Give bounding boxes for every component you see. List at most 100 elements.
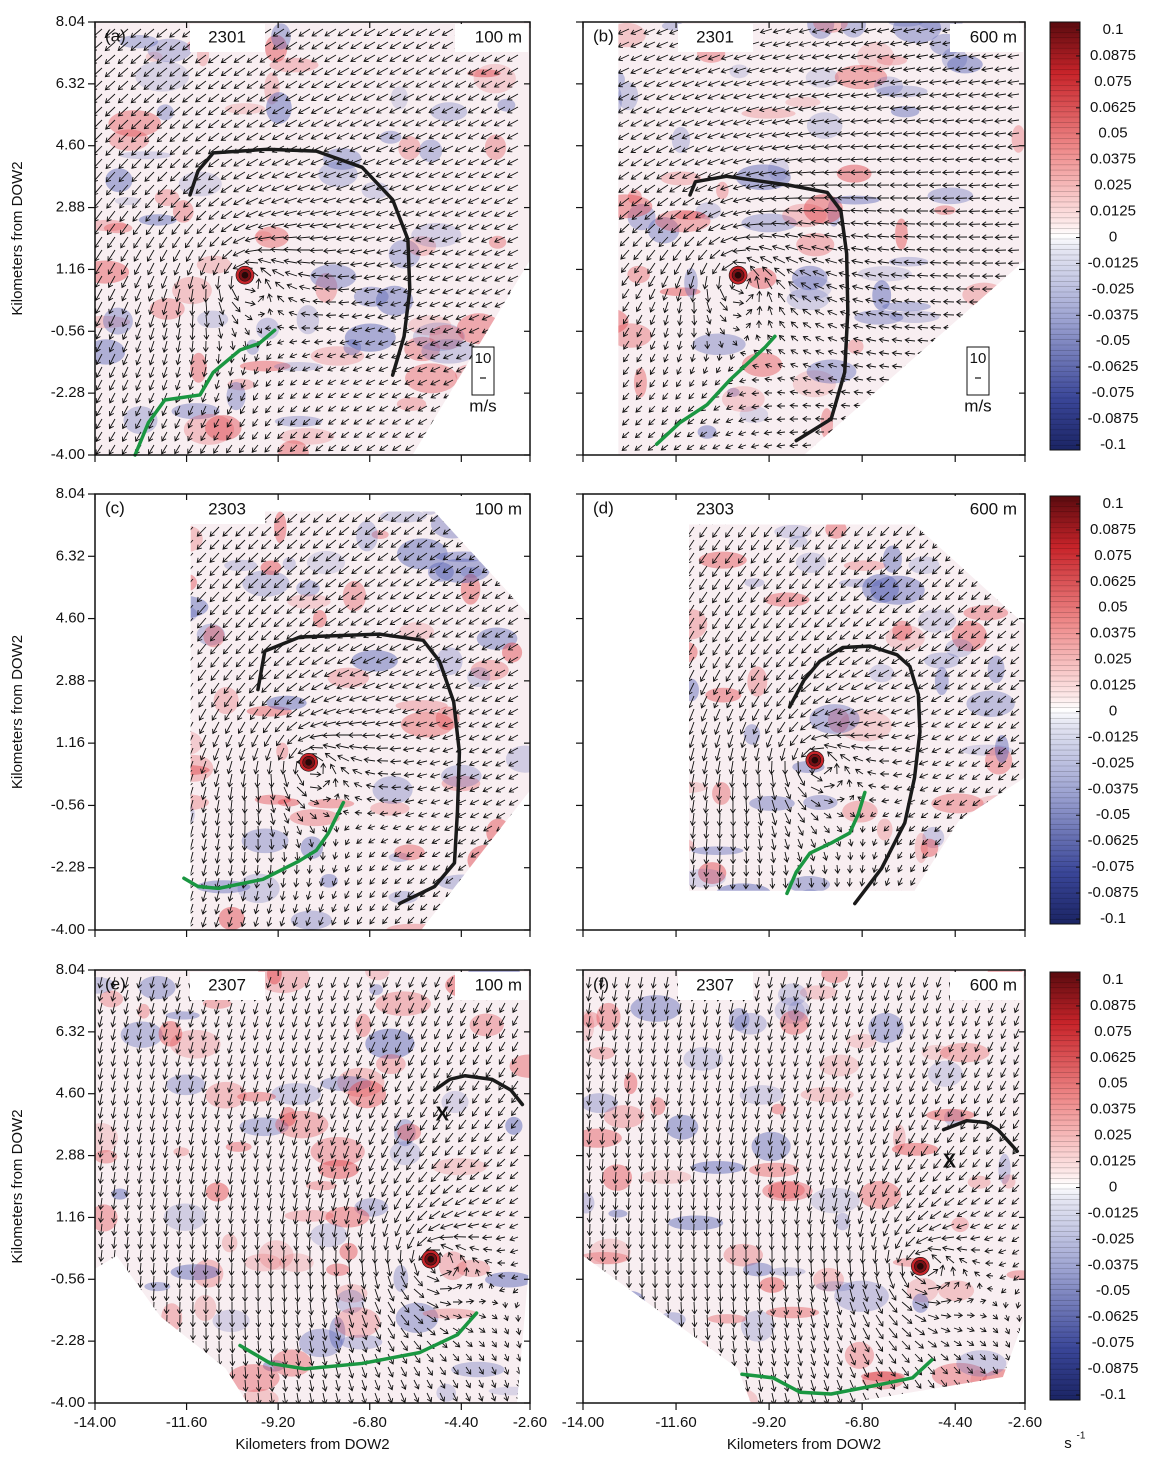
colorbar-label: -0.075: [1092, 858, 1135, 875]
vortex: [305, 759, 312, 766]
vorticity-patch: [351, 649, 398, 672]
vorticity-patch: [591, 534, 642, 560]
vorticity-patch: [927, 1060, 963, 1087]
colorbar-label: -0.075: [1092, 384, 1135, 401]
vorticity-patch: [168, 1374, 197, 1400]
vorticity-patch: [689, 836, 695, 856]
vorticity-patch: [271, 23, 291, 50]
vorticity-patch: [938, 1280, 975, 1302]
colorbar-label: -0.1: [1100, 436, 1126, 453]
vorticity-patch: [767, 157, 790, 182]
vorticity-patch: [484, 134, 507, 160]
vorticity-patch: [213, 687, 239, 715]
colorbar-label: 0: [1109, 1178, 1117, 1195]
colorbar-label: -0.0875: [1088, 410, 1139, 427]
vorticity-patch: [655, 209, 711, 233]
vorticity-patch: [131, 697, 181, 722]
vorticity-patch: [421, 339, 477, 364]
vorticity-patch: [882, 301, 931, 312]
vorticity-patch: [365, 1028, 415, 1059]
vorticity-patch: [393, 1264, 409, 1293]
vorticity-patch: [394, 844, 425, 861]
colorbar: [1049, 495, 1081, 925]
vorticity-patch: [698, 862, 727, 884]
vorticity-patch: [647, 217, 680, 244]
vorticity-patch: [263, 496, 309, 506]
vorticity-patch: [608, 1209, 628, 1218]
height-label: 100 m: [475, 975, 522, 994]
vorticity-patch: [836, 164, 872, 183]
scale-box: [966, 346, 990, 396]
vorticity-patch: [239, 360, 291, 372]
vorticity-patch: [190, 573, 197, 592]
colorbar-label: 0.0125: [1090, 203, 1136, 220]
vorticity-patch: [273, 362, 323, 372]
y-tick-label: -2.28: [51, 859, 85, 876]
height-label: 600 m: [970, 975, 1017, 994]
vorticity-patch: [397, 1123, 422, 1142]
vorticity-patch: [451, 1361, 505, 1378]
vorticity-patch: [895, 218, 908, 250]
colorbar-label: -0.0125: [1088, 254, 1139, 271]
vorticity-patch: [598, 534, 624, 549]
height-label: 600 m: [970, 27, 1017, 46]
colorbar-label: 0.0125: [1090, 677, 1136, 694]
vorticity-patch: [275, 1110, 329, 1139]
vorticity-patch: [310, 264, 357, 290]
vorticity-patch: [307, 798, 355, 809]
x-tick-label: -9.20: [752, 1414, 786, 1431]
vorticity-patch: [356, 520, 378, 552]
field: [583, 970, 1025, 1403]
vorticity-patch: [315, 273, 338, 303]
time-label: 2303: [208, 499, 246, 518]
label-box: [455, 496, 528, 524]
vorticity-patch: [830, 195, 880, 205]
x-tick-label: -4.40: [938, 1414, 972, 1431]
colorbar-label: 0: [1109, 702, 1117, 719]
plot-frame: [94, 969, 531, 1404]
x-axis-label: Kilometers from DOW2: [727, 1436, 881, 1453]
vorticity-patch: [239, 1117, 289, 1137]
colorbar-label: -0.0125: [1088, 728, 1139, 745]
vorticity-patch: [111, 1188, 129, 1200]
vorticity-patch: [224, 559, 258, 572]
vorticity-patch: [205, 415, 242, 441]
vorticity-patch: [583, 1252, 630, 1265]
front-line: [654, 334, 777, 446]
vorticity-patch: [290, 910, 332, 930]
feature-marker: X: [943, 1150, 957, 1172]
vorticity-patch: [400, 711, 454, 738]
vorticity-patch: [888, 256, 929, 267]
vorticity-patch: [782, 203, 827, 228]
colorbar-lines: [1050, 976, 1080, 1396]
vorticity-patch: [689, 641, 698, 663]
vorticity-patch: [583, 1356, 606, 1386]
vorticity-patch: [225, 1141, 252, 1152]
vorticity-patch: [604, 1342, 619, 1366]
vorticity-patch: [583, 1011, 595, 1042]
colorbar-label: -0.025: [1092, 1230, 1135, 1247]
vorticity-patch: [618, 84, 622, 117]
vorticity-patch: [827, 708, 850, 733]
colorbar-label: 0.0125: [1090, 1153, 1136, 1170]
vorticity-patch: [365, 970, 390, 981]
vorticity-patch: [412, 322, 465, 352]
vorticity-patch: [931, 793, 984, 814]
vorticity-patch: [86, 808, 127, 833]
vorticity-patch: [741, 213, 797, 233]
y-tick-label: 1.16: [56, 734, 85, 751]
x-tick-label: -4.40: [444, 1414, 478, 1431]
vorticity-patch: [796, 232, 835, 257]
vorticity-patch: [848, 913, 889, 936]
vorticity-patch: [190, 730, 203, 756]
panel-label: (c): [105, 498, 125, 517]
x-tick-label: -11.60: [166, 1414, 207, 1431]
vorticity-patch: [79, 840, 122, 853]
vorticity-patch: [172, 276, 212, 305]
vorticity-patch: [375, 285, 414, 316]
vorticity-patch: [924, 875, 954, 891]
vorticity-patch: [834, 1280, 889, 1312]
vorticity-patch: [486, 818, 511, 846]
vorticity-patch: [589, 1046, 615, 1060]
label-box: [190, 972, 265, 1000]
